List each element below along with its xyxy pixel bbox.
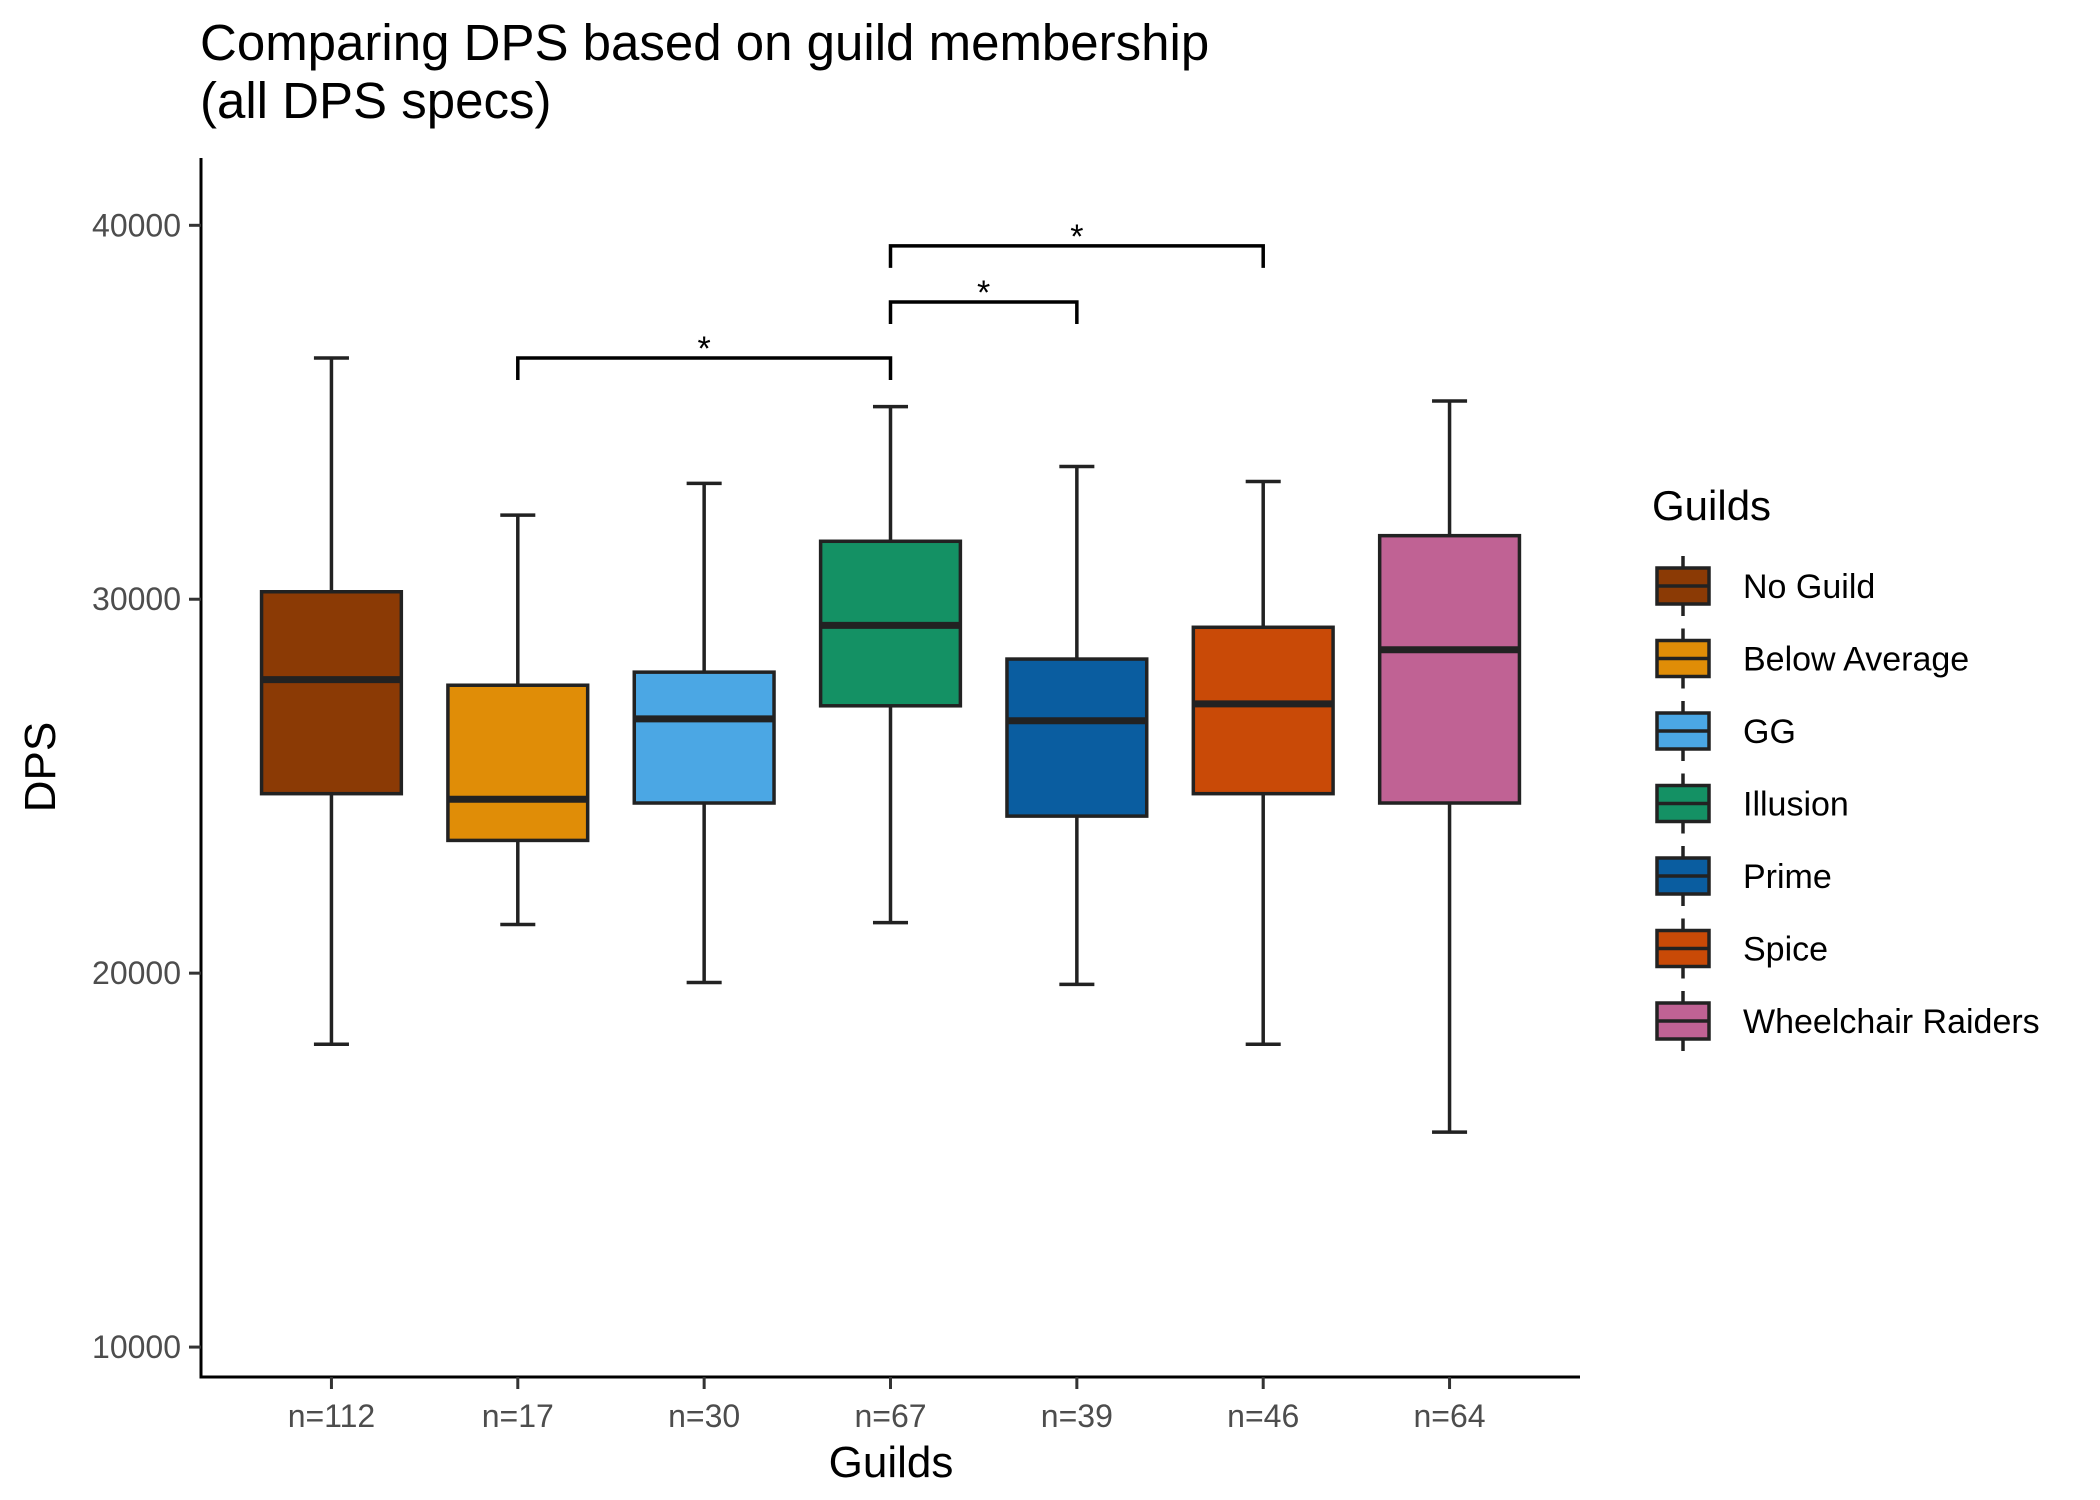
x-tick-label: n=112	[288, 1398, 376, 1434]
box-prime	[1005, 464, 1149, 987]
x-axis-ticks: n=112 n=17 n=30 n=67 n=39 n=46 n=64	[288, 1377, 1486, 1434]
box-no-guild	[259, 356, 404, 1046]
box-body	[259, 590, 404, 796]
chart-title-line-2: (all DPS specs)	[200, 72, 551, 129]
significance-bracket-2: *	[888, 274, 1079, 324]
significance-bracket-3: *	[888, 218, 1265, 268]
legend-item-below-average: Below Average	[1655, 628, 1969, 689]
y-axis-ticks: 10000 20000 30000 40000	[92, 207, 201, 1365]
legend: Guilds No Guild Below Average GG Illusion Pr…	[1652, 482, 2040, 1051]
legend-item-illusion: Illusion	[1655, 773, 1849, 834]
significance-bracket-1: *	[516, 330, 893, 381]
legend-item-no-guild: No Guild	[1655, 556, 1875, 616]
y-tick-label: 40000	[92, 207, 181, 243]
x-tick-label: n=39	[1041, 1398, 1113, 1434]
y-axis-title: DPS	[16, 722, 65, 812]
chart-title-line-1: Comparing DPS based on guild membership	[200, 14, 1209, 71]
legend-label: GG	[1743, 713, 1796, 751]
legend-label: Below Average	[1743, 641, 1969, 679]
x-tick-label: n=17	[482, 1398, 554, 1434]
plot-area: * * *	[259, 218, 1522, 1134]
legend-item-gg: GG	[1655, 701, 1796, 761]
x-tick-label: n=64	[1414, 1398, 1486, 1434]
box-body	[1005, 657, 1149, 818]
box-illusion	[818, 404, 963, 925]
x-tick-label: n=67	[854, 1398, 926, 1434]
box-body	[1377, 533, 1522, 805]
bracket-line	[888, 244, 1265, 268]
legend-item-spice: Spice	[1655, 918, 1828, 979]
box-spice	[1191, 479, 1335, 1046]
box-gg	[632, 481, 776, 985]
box-wheelchair-raiders	[1377, 399, 1522, 1134]
x-tick-label: n=30	[668, 1398, 740, 1434]
legend-item-prime: Prime	[1655, 846, 1832, 906]
bracket-line	[888, 300, 1079, 324]
box-body	[632, 670, 776, 805]
y-tick-label: 10000	[92, 1329, 181, 1365]
x-axis-title: Guilds	[829, 1438, 954, 1487]
y-tick-label: 30000	[92, 581, 181, 617]
x-tick-label: n=46	[1227, 1398, 1299, 1434]
legend-item-wheelchair-raiders: Wheelchair Raiders	[1655, 991, 2040, 1051]
box-body	[1191, 625, 1335, 796]
significance-label: *	[977, 274, 990, 312]
y-tick-label: 20000	[92, 955, 181, 991]
box-body	[446, 683, 590, 843]
legend-title: Guilds	[1652, 482, 1771, 529]
box-below-average	[446, 513, 590, 927]
legend-label: Spice	[1743, 931, 1828, 969]
legend-label: Prime	[1743, 858, 1832, 896]
legend-label: No Guild	[1743, 568, 1875, 606]
significance-label: *	[1070, 218, 1083, 256]
legend-label: Wheelchair Raiders	[1743, 1003, 2040, 1041]
significance-label: *	[698, 330, 711, 368]
bracket-line	[516, 356, 893, 381]
legend-label: Illusion	[1743, 786, 1849, 824]
